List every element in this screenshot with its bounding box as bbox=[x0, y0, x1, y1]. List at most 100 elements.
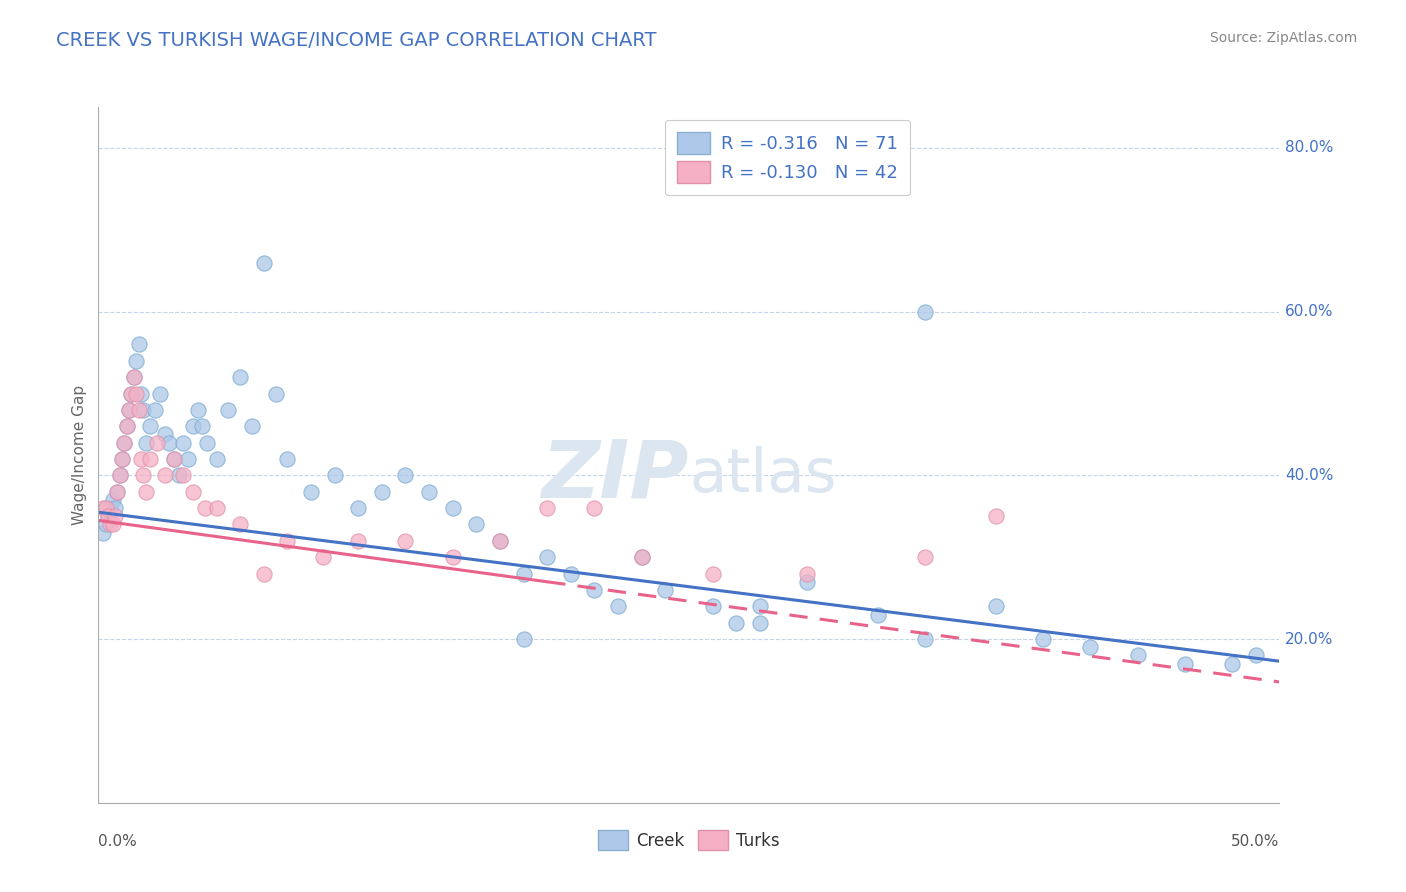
Point bbox=[128, 337, 150, 351]
Point bbox=[583, 501, 606, 516]
Point bbox=[702, 566, 724, 581]
Point bbox=[94, 517, 117, 532]
Point bbox=[1126, 648, 1149, 663]
Point bbox=[725, 615, 748, 630]
Point bbox=[132, 468, 155, 483]
Point bbox=[101, 517, 124, 532]
Point bbox=[112, 435, 135, 450]
Point bbox=[125, 386, 148, 401]
Point bbox=[122, 370, 145, 384]
Point bbox=[104, 509, 127, 524]
Point bbox=[512, 632, 534, 646]
Point bbox=[153, 427, 176, 442]
Point bbox=[276, 452, 298, 467]
Point bbox=[441, 550, 464, 565]
Point bbox=[630, 550, 652, 565]
Point bbox=[323, 468, 346, 483]
Legend: Creek, Turks: Creek, Turks bbox=[592, 823, 786, 857]
Point bbox=[866, 607, 889, 622]
Point bbox=[1174, 657, 1197, 671]
Point bbox=[181, 419, 204, 434]
Point bbox=[118, 403, 141, 417]
Y-axis label: Wage/Income Gap: Wage/Income Gap bbox=[72, 384, 87, 525]
Point bbox=[125, 353, 148, 368]
Text: 80.0%: 80.0% bbox=[1285, 140, 1334, 155]
Point bbox=[205, 452, 228, 467]
Point bbox=[489, 533, 512, 548]
Point bbox=[583, 582, 606, 597]
Point bbox=[914, 632, 936, 646]
Point bbox=[418, 484, 440, 499]
Point bbox=[121, 386, 143, 401]
Point bbox=[276, 533, 298, 548]
Point bbox=[129, 386, 152, 401]
Point bbox=[118, 403, 141, 417]
Point bbox=[240, 419, 263, 434]
Point bbox=[371, 484, 394, 499]
Point bbox=[105, 484, 128, 499]
Point bbox=[654, 582, 676, 597]
Point bbox=[560, 566, 582, 581]
Point bbox=[172, 435, 194, 450]
Point bbox=[702, 599, 724, 614]
Point bbox=[129, 452, 152, 467]
Point bbox=[139, 419, 162, 434]
Point bbox=[536, 550, 558, 565]
Point bbox=[1244, 648, 1267, 663]
Point bbox=[1080, 640, 1102, 655]
Point bbox=[177, 452, 200, 467]
Point bbox=[984, 509, 1007, 524]
Point bbox=[229, 517, 252, 532]
Point bbox=[914, 304, 936, 318]
Point bbox=[205, 501, 228, 516]
Point bbox=[112, 435, 135, 450]
Point bbox=[97, 509, 120, 524]
Point bbox=[91, 525, 114, 540]
Point bbox=[984, 599, 1007, 614]
Point bbox=[191, 419, 214, 434]
Point bbox=[108, 468, 131, 483]
Text: 50.0%: 50.0% bbox=[1232, 834, 1279, 849]
Point bbox=[149, 386, 172, 401]
Point bbox=[135, 435, 157, 450]
Point bbox=[98, 517, 121, 532]
Point bbox=[312, 550, 335, 565]
Point bbox=[441, 501, 464, 516]
Point bbox=[139, 452, 162, 467]
Point bbox=[253, 255, 276, 269]
Point bbox=[748, 599, 770, 614]
Point bbox=[167, 468, 190, 483]
Point bbox=[135, 484, 157, 499]
Point bbox=[128, 403, 150, 417]
Point bbox=[163, 452, 186, 467]
Point bbox=[172, 468, 194, 483]
Point bbox=[187, 403, 209, 417]
Point bbox=[163, 452, 186, 467]
Point bbox=[104, 501, 127, 516]
Text: CREEK VS TURKISH WAGE/INCOME GAP CORRELATION CHART: CREEK VS TURKISH WAGE/INCOME GAP CORRELA… bbox=[56, 31, 657, 50]
Point bbox=[536, 501, 558, 516]
Point bbox=[94, 501, 117, 516]
Point bbox=[347, 533, 370, 548]
Point bbox=[264, 386, 287, 401]
Point bbox=[121, 386, 143, 401]
Text: 40.0%: 40.0% bbox=[1285, 468, 1334, 483]
Point bbox=[512, 566, 534, 581]
Point bbox=[394, 533, 416, 548]
Point bbox=[122, 370, 145, 384]
Point bbox=[132, 403, 155, 417]
Point bbox=[157, 435, 180, 450]
Point bbox=[914, 550, 936, 565]
Point bbox=[217, 403, 239, 417]
Text: atlas: atlas bbox=[689, 446, 837, 505]
Point bbox=[146, 435, 169, 450]
Text: 20.0%: 20.0% bbox=[1285, 632, 1334, 647]
Point bbox=[796, 566, 818, 581]
Point bbox=[465, 517, 488, 532]
Text: ZIP: ZIP bbox=[541, 437, 689, 515]
Text: 0.0%: 0.0% bbox=[98, 834, 138, 849]
Text: Source: ZipAtlas.com: Source: ZipAtlas.com bbox=[1209, 31, 1357, 45]
Point bbox=[111, 452, 134, 467]
Point bbox=[108, 468, 131, 483]
Text: 60.0%: 60.0% bbox=[1285, 304, 1334, 319]
